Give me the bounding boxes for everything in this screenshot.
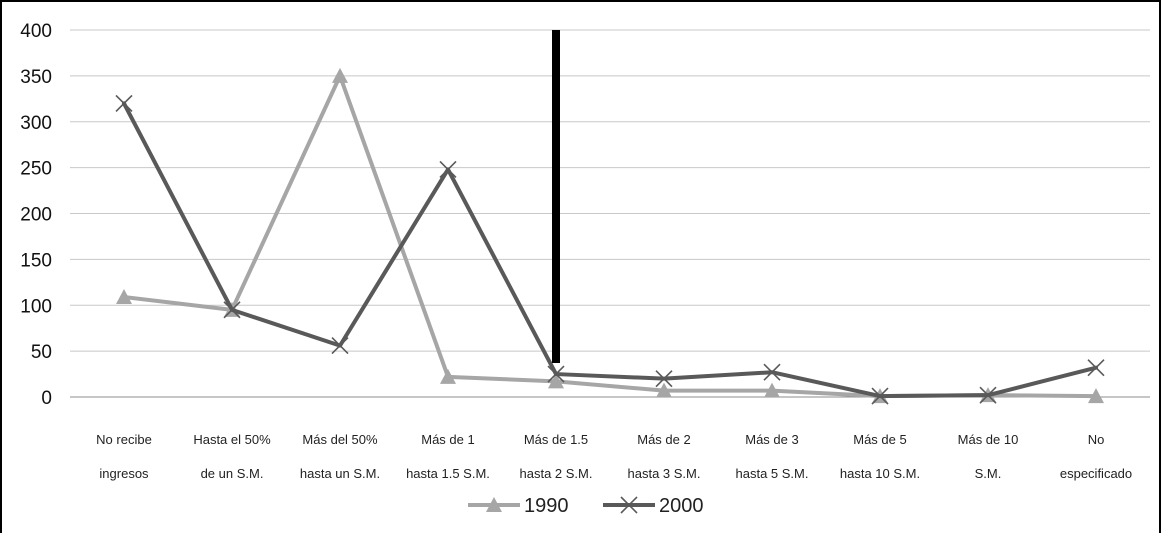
data-point-2000-stroke-b [547,365,565,383]
x-axis-ticks: No recibe ingresos Hasta el 50% de un S.M. M… [96,432,1132,481]
y-tick-label: 150 [20,250,52,271]
data-point-2000-stroke-b [331,337,349,355]
x-tick-label: hasta 3 S.M. [628,466,701,481]
y-tick-label: 350 [20,67,52,88]
y-tick-label: 50 [31,342,52,363]
legend: 1990 2000 [468,495,704,517]
x-tick-label: Más de 3 [745,432,798,447]
data-point-2000-stroke-b [979,386,997,404]
x-tick-label: Más del 50% [302,432,378,447]
data-point-2000-stroke-b [655,370,673,388]
x-tick-label: hasta 1.5 S.M. [406,466,490,481]
data-point-1990 [764,382,780,398]
data-point-2000 [547,365,565,383]
x-tick-label-group: No especificado [1060,432,1132,481]
data-point-2000-stroke-b [763,363,781,381]
y-tick-label: 200 [20,205,52,226]
x-tick-label: hasta un S.M. [300,466,380,481]
series-line-2000 [122,101,1098,399]
y-tick-label: 400 [20,21,52,42]
data-point-2000 [979,386,997,404]
x-tick-label-group: Más de 1 hasta 1.5 S.M. [406,432,490,481]
data-point-2000 [331,337,349,355]
legend-marker [486,497,502,512]
data-point-2000-stroke-b [223,301,241,319]
data-point-2000 [1087,359,1105,377]
y-axis-ticks: 0 50 100 150 200 250 300 350 400 [20,21,52,409]
data-point-2000 [439,160,457,179]
legend-label: 2000 [659,495,704,517]
data-point-2000 [115,94,133,112]
data-point-2000 [223,301,241,319]
x-tick-label-group: Más de 5 hasta 10 S.M. [840,432,920,481]
data-point-2000 [655,370,673,388]
legend-item-1990: 1990 [468,495,569,517]
x-tick-label: No [1088,432,1105,447]
x-tick-label: Más de 1.5 [524,432,588,447]
series-1990 [116,67,1104,404]
y-tick-label: 250 [20,159,52,180]
legend-marker [620,496,638,514]
x-tick-label: Más de 1 [421,432,474,447]
x-tick-label: Más de 10 [958,432,1019,447]
x-tick-label: Más de 2 [637,432,690,447]
x-tick-label-group: No recibe ingresos [96,432,152,481]
data-point-2000 [871,387,889,405]
x-tick-label-group: Más del 50% hasta un S.M. [300,432,380,481]
x-tick-label: No recibe [96,432,152,447]
gridlines [70,29,1150,398]
x-tick-label: Más de 5 [853,432,906,447]
x-tick-label-group: Más de 2 hasta 3 S.M. [628,432,701,481]
x-tick-label: hasta 10 S.M. [840,466,920,481]
data-point-1990 [116,288,132,304]
data-point-2000-stroke-b [115,94,133,112]
x-tick-label-group: Más de 3 hasta 5 S.M. [736,432,809,481]
x-tick-label: Hasta el 50% [193,432,271,447]
series-line-1990 [122,73,1098,399]
x-tick-label: ingresos [99,466,149,481]
y-tick-label: 0 [41,388,52,409]
x-tick-label: especificado [1060,466,1132,481]
data-point-1990 [332,67,348,83]
data-point-2000-stroke-b [439,160,457,179]
legend-item-2000: 2000 [603,495,704,517]
x-tick-label: hasta 2 S.M. [520,466,593,481]
x-tick-label-group: Hasta el 50% de un S.M. [193,432,271,481]
x-tick-label: hasta 5 S.M. [736,466,809,481]
data-point-2000-stroke-b [871,387,889,405]
data-point-1990 [440,368,456,384]
data-point-1990 [548,373,564,389]
data-point-1990 [656,382,672,398]
data-point-2000 [763,363,781,381]
legend-marker-stroke-b [620,496,638,514]
x-tick-label-group: Más de 10 S.M. [958,432,1019,481]
data-point-1990 [1088,388,1104,404]
x-tick-label-group: Más de 1.5 hasta 2 S.M. [520,432,593,481]
x-tick-label: S.M. [975,466,1002,481]
series-2000 [115,94,1105,405]
series-group [115,67,1105,405]
legend-label: 1990 [524,495,569,517]
x-tick-label: de un S.M. [201,466,264,481]
data-point-2000-stroke-b [1087,359,1105,377]
y-tick-label: 300 [20,113,52,134]
y-tick-label: 100 [20,296,52,317]
